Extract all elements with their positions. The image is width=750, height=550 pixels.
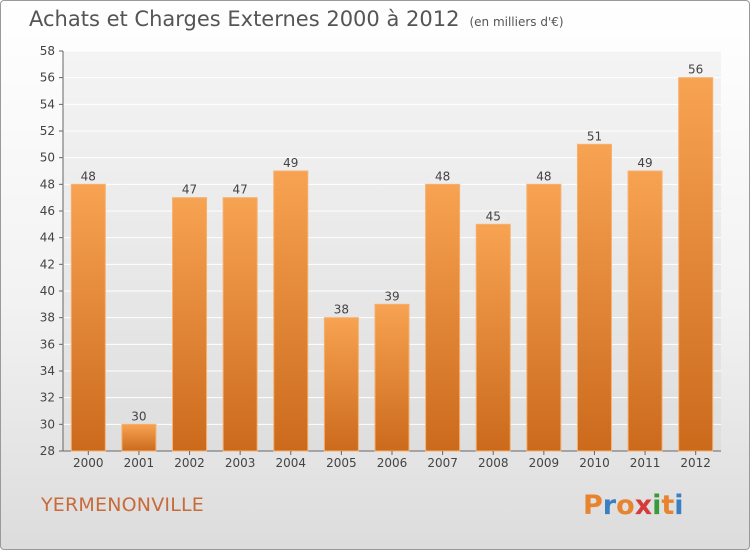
y-tick-label: 52: [40, 124, 55, 138]
logo-letter: P: [583, 490, 603, 521]
data-label: 48: [435, 169, 450, 183]
data-label: 49: [283, 156, 298, 170]
commune-name: YERMENONVILLE: [41, 494, 204, 516]
y-tick-label: 32: [40, 391, 55, 405]
chart-title: Achats et Charges Externes 2000 à 2012 (e…: [29, 7, 564, 31]
y-tick-label: 46: [40, 204, 55, 218]
y-tick-label: 42: [40, 257, 55, 271]
y-tick-label: 28: [40, 444, 55, 458]
x-tick-label: 2004: [275, 456, 306, 470]
data-label: 30: [131, 409, 146, 423]
bar: [222, 197, 258, 452]
y-tick-label: 56: [40, 71, 55, 85]
bar: [273, 170, 309, 452]
bar: [323, 317, 359, 452]
data-label: 47: [233, 183, 248, 197]
y-tick-label: 34: [40, 364, 55, 378]
proxiti-logo: Proxiti: [583, 490, 684, 521]
x-tick-label: 2012: [680, 456, 711, 470]
logo-letter: t: [661, 490, 675, 521]
data-label: 48: [81, 169, 96, 183]
bar: [475, 223, 511, 452]
data-label: 49: [637, 156, 652, 170]
x-tick-label: 2003: [225, 456, 256, 470]
plot-area: 28 30 32 34 36 38 40 42 44 46 48 50 52 54 56 58 48 2000 30…: [40, 44, 721, 470]
logo-letter: i: [652, 490, 662, 521]
x-tick-label: 2002: [174, 456, 205, 470]
x-tick-label: 2005: [326, 456, 357, 470]
data-label: 39: [384, 289, 399, 303]
bar: [678, 77, 714, 452]
chart-title-text: Achats et Charges Externes 2000 à 2012: [29, 7, 460, 31]
bar: [374, 303, 410, 452]
y-tick-label: 50: [40, 151, 55, 165]
bar: [172, 197, 208, 452]
x-tick-label: 2011: [630, 456, 661, 470]
x-tick-label: 2010: [579, 456, 610, 470]
x-tick-label: 2008: [478, 456, 509, 470]
logo-letter: i: [674, 490, 684, 521]
x-tick-label: 2001: [124, 456, 155, 470]
chart-unit-label: (en milliers d'€): [469, 15, 564, 29]
logo-letter: x: [634, 490, 653, 521]
x-tick-label: 2000: [73, 456, 104, 470]
data-label: 56: [688, 63, 703, 77]
y-tick-label: 48: [40, 177, 55, 191]
y-tick-label: 30: [40, 417, 55, 431]
bar: [627, 170, 663, 452]
x-tick-label: 2009: [529, 456, 560, 470]
logo-letter: r: [602, 490, 617, 521]
data-label: 51: [587, 129, 602, 143]
logo-letter: o: [616, 490, 635, 521]
bar: [425, 183, 461, 452]
y-tick-label: 40: [40, 284, 55, 298]
bar: [576, 143, 612, 452]
data-label: 48: [536, 169, 551, 183]
bar: [70, 183, 106, 452]
x-tick-label: 2007: [427, 456, 458, 470]
x-tick-label: 2006: [377, 456, 408, 470]
bar: [121, 423, 157, 452]
data-label: 47: [182, 183, 197, 197]
y-tick-label: 58: [40, 44, 55, 58]
y-tick-label: 38: [40, 311, 55, 325]
y-tick-label: 54: [40, 97, 55, 111]
data-label: 45: [486, 209, 501, 223]
y-tick-label: 36: [40, 337, 55, 351]
y-tick-label: 44: [40, 231, 55, 245]
bar: [526, 183, 562, 452]
data-label: 38: [334, 303, 349, 317]
